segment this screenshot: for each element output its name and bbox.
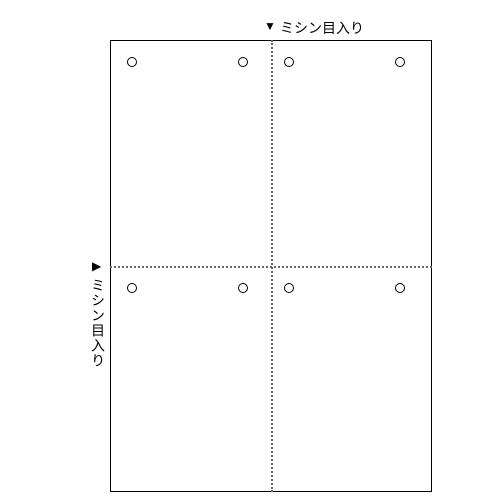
punch-hole bbox=[238, 283, 248, 293]
punch-hole bbox=[284, 283, 294, 293]
punch-hole bbox=[127, 283, 137, 293]
punch-hole bbox=[127, 57, 137, 67]
punch-hole bbox=[284, 57, 294, 67]
punch-hole bbox=[395, 283, 405, 293]
perforation-arrow-right-icon: ▶ bbox=[92, 260, 101, 272]
punch-hole bbox=[395, 57, 405, 67]
horizontal-perforation-line bbox=[110, 266, 432, 268]
side-perforation-label: ミシン目入り bbox=[88, 278, 108, 368]
punch-hole bbox=[238, 57, 248, 67]
paper-template-diagram: ▼ ミシン目入り ▶ ミシン目入り bbox=[0, 0, 500, 500]
top-perforation-label: ミシン目入り bbox=[280, 18, 364, 38]
perforation-arrow-down-icon: ▼ bbox=[264, 20, 276, 32]
